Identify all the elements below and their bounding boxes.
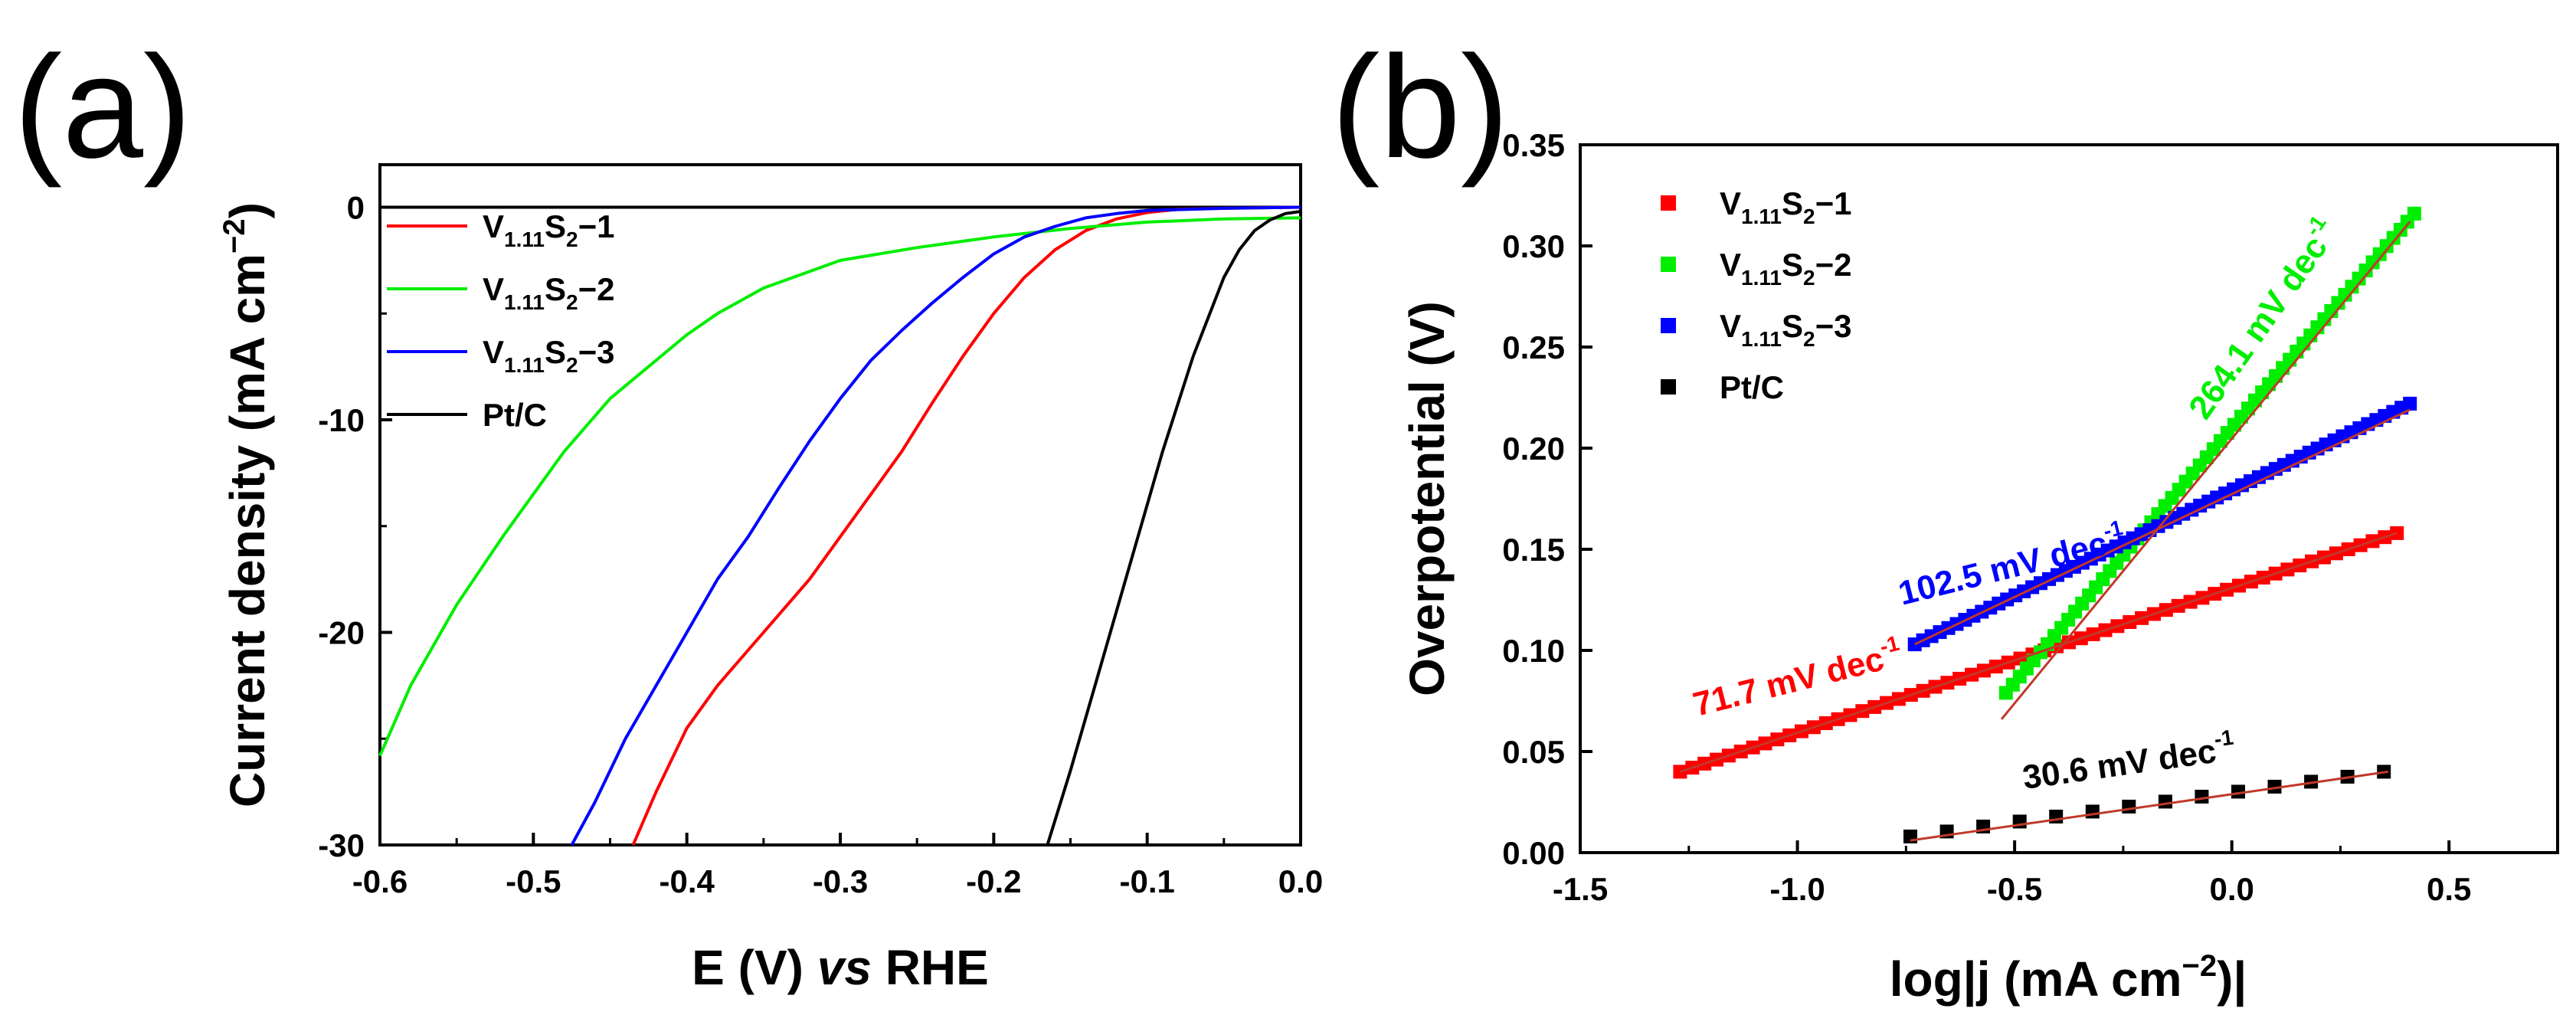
chart-a-y-axis-title: Current density (mA cm−2) — [218, 202, 275, 807]
chart-a-series-line-1 — [631, 205, 1301, 846]
chart-b-series-1 — [1673, 526, 2404, 779]
chart-a-x-tick-label: -0.5 — [506, 863, 561, 899]
chart-a-plot-frame — [378, 163, 1302, 847]
chart-b-point — [2390, 526, 2404, 540]
chart-b-y-tick-label: 0.10 — [1502, 633, 1565, 669]
chart-b: -1.5 -1.0 -0.5 0.0 0.5 0.000.050.100.150.200… — [1399, 127, 2559, 1007]
chart-a-y-ticks: 0 -10 -20 -30 — [318, 190, 392, 863]
chart-b-legend-marker — [1661, 379, 1676, 395]
chart-a: -0.6 -0.5 -0.4 -0.3 -0.2 -0.1 0.0 0 -10 -20 -30 E… — [218, 163, 1323, 995]
chart-a-x-ticks: -0.6 -0.5 -0.4 -0.3 -0.2 -0.1 0.0 — [352, 833, 1323, 899]
chart-b-x-tick-label: 0.0 — [2209, 871, 2254, 907]
chart-a-y-tick-label: -10 — [318, 402, 365, 438]
chart-b-y-tick-label: 0.20 — [1502, 431, 1565, 467]
chart-b-point — [1673, 765, 1687, 779]
chart-a-x-tick-label: -0.2 — [966, 863, 1021, 899]
chart-a-x-tick-label: -0.3 — [813, 863, 868, 899]
chart-b-legend-label: V1.11S2−1 — [1720, 185, 1851, 228]
chart-a-legend: V1.11S2−1 V1.11S2−2 V1.11S2−3 Pt/C — [387, 208, 614, 433]
chart-b-point — [2231, 784, 2245, 799]
chart-b-y-axis-title: Overpotential (V) — [1399, 301, 1455, 696]
chart-b-y-tick-label: 0.30 — [1502, 228, 1565, 264]
chart-b-x-axis-title: log|j (mA cm−2)| — [1890, 949, 2247, 1007]
chart-a-x-tick-label: -0.6 — [352, 863, 408, 899]
chart-b-point — [2085, 804, 2100, 819]
chart-a-y-tick-label: -30 — [318, 827, 365, 863]
chart-a-x-tick-label: -0.1 — [1119, 863, 1174, 899]
chart-b-fit-line-1 — [1679, 532, 2398, 773]
panel-label-b: (b) — [1331, 26, 1509, 188]
chart-b-slope-label-4: 30.6 mV dec-1 — [2020, 725, 2237, 797]
chart-a-legend-label: Pt/C — [483, 397, 547, 433]
chart-a-y-tick-label: 0 — [347, 190, 365, 226]
chart-b-legend-label: Pt/C — [1720, 369, 1784, 405]
chart-b-y-ticks: 0.00 0.05 0.10 0.15 0.20 0.25 0.30 0.35 — [1502, 127, 1592, 871]
chart-b-y-tick-label: 0.00 — [1502, 835, 1565, 871]
chart-b-point — [2122, 799, 2136, 814]
chart-b-point — [2403, 396, 2417, 411]
chart-a-x-tick-label: -0.4 — [659, 863, 715, 899]
chart-a-y-tick-label: -20 — [318, 615, 365, 651]
chart-b-fit-line-3 — [1914, 408, 2411, 646]
chart-b-point — [2407, 206, 2421, 221]
chart-a-x-tick-label: 0.0 — [1278, 863, 1323, 899]
chart-b-legend: V1.11S2−1 V1.11S2−2 V1.11S2−3 Pt/C — [1661, 185, 1851, 405]
chart-a-legend-label: V1.11S2−3 — [483, 334, 614, 377]
chart-b-x-tick-label: -0.5 — [1987, 871, 2042, 907]
chart-b-fit-line-2 — [2000, 221, 2411, 720]
chart-b-point — [2158, 794, 2172, 809]
chart-b-series-3 — [1907, 396, 2417, 652]
chart-a-legend-label: V1.11S2−1 — [483, 208, 614, 251]
chart-a-series-line-4 — [1046, 210, 1301, 846]
chart-b-y-tick-label: 0.15 — [1502, 532, 1565, 568]
chart-b-y-tick-label: 0.25 — [1502, 329, 1565, 365]
chart-b-legend-label: V1.11S2−3 — [1720, 308, 1851, 351]
chart-b-legend-marker — [1661, 195, 1676, 211]
chart-b-x-tick-label: -1.5 — [1553, 871, 1608, 907]
chart-b-point — [2267, 779, 2282, 794]
chart-b-plot-frame — [1579, 143, 2559, 854]
chart-b-legend-marker — [1661, 257, 1676, 272]
chart-b-fit-lines — [1679, 221, 2411, 842]
chart-b-point — [2195, 789, 2209, 804]
chart-b-series-2 — [1998, 206, 2421, 700]
panel-label-a: (a) — [14, 26, 191, 188]
chart-a-x-axis-title: E (V) vs RHE — [692, 940, 989, 995]
chart-b-x-tick-label: -1.0 — [1769, 871, 1825, 907]
chart-a-series-line-3 — [570, 205, 1301, 846]
chart-b-x-tick-label: 0.5 — [2427, 871, 2471, 907]
chart-a-legend-label: V1.11S2−2 — [483, 271, 614, 314]
chart-a-series-line-2 — [378, 216, 1301, 757]
chart-b-y-tick-label: 0.05 — [1502, 734, 1565, 770]
chart-b-legend-marker — [1661, 318, 1676, 333]
chart-b-y-tick-label: 0.35 — [1502, 127, 1565, 163]
chart-a-series — [378, 205, 1301, 846]
chart-b-series — [1673, 206, 2421, 843]
chart-b-point — [1903, 829, 1917, 843]
chart-b-legend-label: V1.11S2−2 — [1720, 247, 1851, 290]
chart-b-fit-line-4 — [1910, 770, 2389, 842]
chart-b-x-ticks: -1.5 -1.0 -0.5 0.0 0.5 — [1553, 840, 2471, 907]
